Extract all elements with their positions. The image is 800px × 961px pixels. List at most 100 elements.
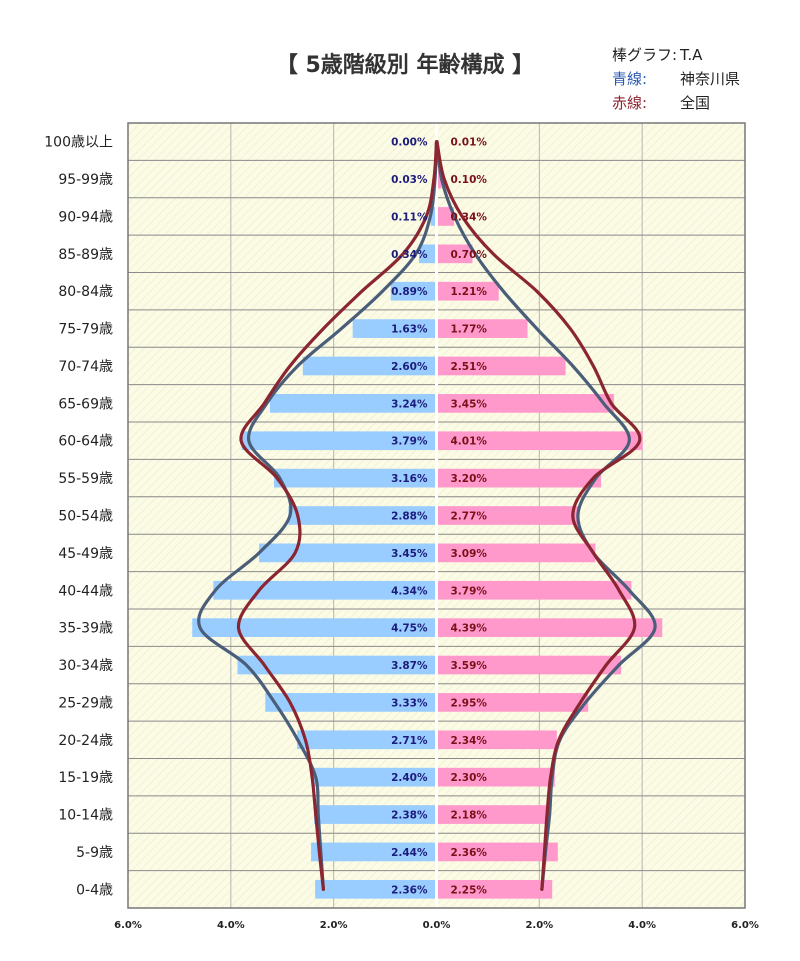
category-label: 30-34歳 [58,658,113,674]
category-label: 40-44歳 [58,583,113,599]
data-label-left: 0.00% [391,137,428,149]
bar-right [436,618,663,637]
legend-key-0: 棒グラフ: [612,46,677,64]
x-tick-label: 4.0% [628,920,656,931]
bar-left [313,767,437,787]
data-label-left: 4.34% [391,585,428,597]
bar-right [436,356,566,376]
bar-left [311,842,437,862]
data-label-right: 2.18% [451,810,488,822]
bar-left [315,879,437,899]
red-line-right [435,140,642,891]
data-label-right: 3.20% [451,473,488,485]
bar-left [237,655,437,675]
bar-right [436,244,473,264]
bar-left [259,543,437,563]
x-tick-label: 6.0% [114,920,142,931]
category-label: 70-74歳 [58,359,113,375]
bar-right [436,767,555,787]
bar-right [436,730,557,750]
bar-right [436,506,579,525]
data-label-right: 2.34% [451,735,488,747]
data-label-left: 3.45% [391,548,428,560]
legend-value-0: T.A [679,46,703,64]
data-label-right: 0.01% [451,137,488,149]
bar-right [436,431,643,451]
x-tick-label: 2.0% [525,920,553,931]
bar-left [314,805,437,824]
x-axis: 6.0% 4.0% 2.0% 0.0% 2.0% 4.0% 6.0% [114,920,759,931]
data-label-left: 4.75% [391,623,428,635]
bar-left [352,319,437,338]
bar-left [297,730,437,750]
data-label-left: 1.63% [391,324,428,336]
data-label-left: 0.11% [391,211,428,223]
category-label: 50-54歳 [58,509,113,525]
data-label-right: 2.95% [451,697,488,709]
data-label-left: 0.34% [391,249,428,261]
data-label-right: 0.34% [451,211,488,223]
data-label-right: 1.77% [451,324,488,336]
category-label: 85-89歳 [58,247,113,263]
data-label-left: 3.16% [391,473,428,485]
data-label-right: 3.45% [451,398,488,410]
data-label-right: 3.09% [451,548,488,560]
data-label-left: 2.60% [391,361,428,373]
data-label-right: 3.59% [451,660,488,672]
bar-left [419,244,437,264]
x-tick-label: 2.0% [320,920,348,931]
bar-right [436,543,596,563]
x-tick-label: 4.0% [217,920,245,931]
data-label-right: 2.77% [451,511,488,523]
data-label-left: 2.88% [391,511,428,523]
data-label-right: 4.01% [451,436,488,448]
bar-right [436,693,589,712]
data-label-left: 3.79% [391,436,428,448]
category-label: 35-39歳 [58,621,113,637]
data-label-right: 2.30% [451,772,488,784]
category-label: 20-24歳 [58,733,113,749]
bar-left [430,207,437,226]
category-label: 10-14歳 [58,808,113,824]
data-label-right: 4.39% [451,623,488,635]
legend-value-2: 全国 [680,94,710,112]
data-label-right: 1.21% [451,286,488,298]
x-tick-label: 6.0% [731,920,759,931]
plot-border [127,122,746,909]
data-label-left: 2.36% [391,884,428,896]
category-label: 95-99歳 [58,172,113,188]
bar-right [436,805,549,824]
category-label: 100歳以上 [44,135,113,151]
bar-right [436,207,454,226]
bar-left [265,693,437,712]
category-label: 60-64歳 [58,434,113,450]
category-label: 90-94歳 [58,209,113,225]
chart-title: 【 5歳階級別 年齢構成 】 [276,52,534,78]
data-label-left: 2.38% [391,810,428,822]
data-label-right: 3.79% [451,585,488,597]
bar-left [192,618,437,637]
data-label-left: 0.03% [391,174,428,186]
bar-right [436,394,614,413]
data-label-left: 3.87% [391,660,428,672]
legend-key-1: 青線: [612,70,647,88]
data-label-left: 0.89% [391,286,428,298]
bar-right [436,580,632,600]
data-label-left: 3.24% [391,398,428,410]
data-label-left: 2.44% [391,847,428,859]
category-labels: 100歳以上 95-99歳 90-94歳 85-89歳 80-84歳 75-79歳 70-7… [44,135,113,899]
red-line-left [236,140,439,891]
bar-right [436,468,602,488]
bar-right [436,842,558,862]
data-label-right: 0.10% [451,174,488,186]
category-label: 25-29歳 [58,695,113,711]
data-label-right: 2.36% [451,847,488,859]
bar-left [288,506,437,525]
data-label-left: 2.71% [391,735,428,747]
data-label-left: 3.33% [391,697,428,709]
data-label-right: 2.25% [451,884,488,896]
category-label: 15-19歳 [58,770,113,786]
bar-left [213,580,437,600]
